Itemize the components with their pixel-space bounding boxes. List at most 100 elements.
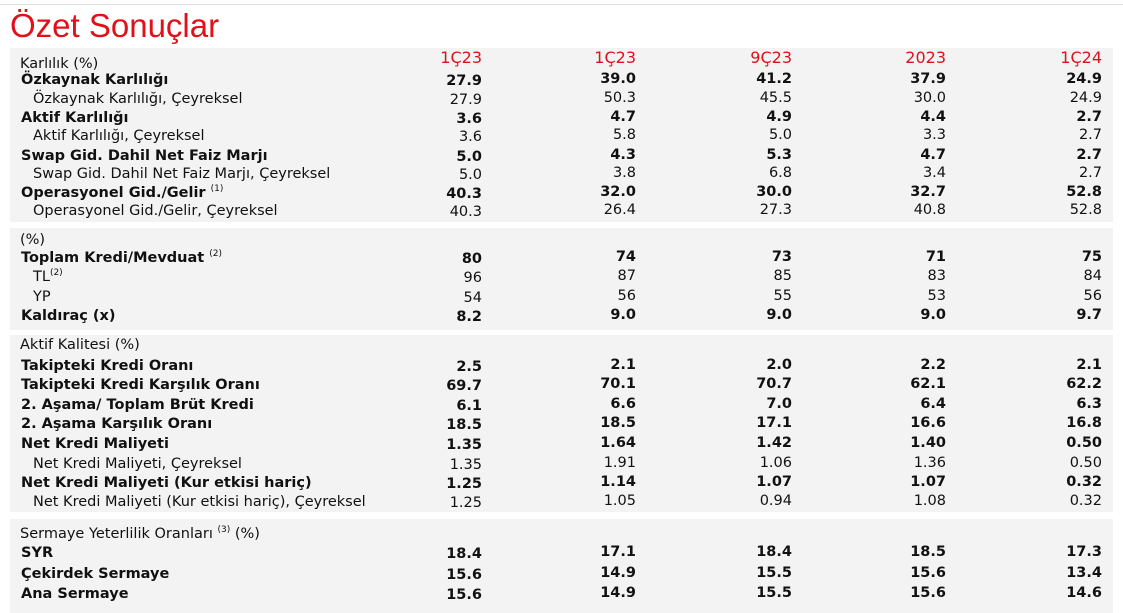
cell-value: 3.3 xyxy=(922,127,946,143)
column-header: 1Ç24 xyxy=(1060,48,1102,67)
row-label: YP xyxy=(33,288,51,306)
cell-value: 1.06 xyxy=(759,455,792,471)
cell-value: 50.3 xyxy=(603,90,636,106)
cell-value: 14.6 xyxy=(1066,585,1102,601)
cell-value: 17.3 xyxy=(1066,544,1102,560)
row-label: Kaldıraç (x) xyxy=(21,307,116,325)
row-label-text: Takipteki Kredi Oranı xyxy=(21,358,194,374)
cell-value: 26.4 xyxy=(603,202,636,218)
row-label-text: Çekirdek Sermaye xyxy=(21,566,170,582)
section-header: Karlılık (%) xyxy=(20,55,98,73)
row-label: Net Kredi Maliyeti (Kur etkisi hariç), Ç… xyxy=(33,493,366,511)
row-label-text: 2. Aşama/ Toplam Brüt Kredi xyxy=(21,397,254,413)
cell-value: 87 xyxy=(617,268,636,284)
cell-value: 16.8 xyxy=(1066,415,1102,431)
cell-value: 40.3 xyxy=(449,204,482,220)
cell-value: 40.8 xyxy=(913,202,946,218)
row-label-text: SYR xyxy=(21,545,54,561)
cell-value: 4.9 xyxy=(766,109,792,125)
row-label: TL(2) xyxy=(33,268,63,286)
row-label-text: Net Kredi Maliyeti (Kur etkisi hariç) xyxy=(21,475,312,491)
row-label: 2. Aşama Karşılık Oranı xyxy=(21,415,212,433)
row-label: Swap Gid. Dahil Net Faiz Marjı xyxy=(21,147,268,165)
row-label: Aktif Karlılığı, Çeyreksel xyxy=(33,127,205,145)
cell-value: 80 xyxy=(461,251,482,267)
cell-value: 32.7 xyxy=(910,184,946,200)
cell-value: 4.4 xyxy=(920,109,946,125)
cell-value: 6.1 xyxy=(456,398,482,414)
cell-value: 69.7 xyxy=(446,378,482,394)
cell-value: 41.2 xyxy=(756,71,792,87)
cell-value: 1.35 xyxy=(449,457,482,473)
cell-value: 2.0 xyxy=(766,357,792,373)
cell-value: 45.5 xyxy=(759,90,792,106)
cell-value: 0.32 xyxy=(1069,493,1102,509)
top-rule xyxy=(0,4,1123,5)
section-background xyxy=(10,519,1113,613)
cell-value: 7.0 xyxy=(766,396,792,412)
row-label: Özkaynak Karlılığı xyxy=(21,71,168,89)
cell-value: 56 xyxy=(617,288,636,304)
cell-value: 39.0 xyxy=(600,71,636,87)
section-title: Aktif Kalitesi (%) xyxy=(20,337,140,353)
cell-value: 75 xyxy=(1081,249,1102,265)
row-label-text: Operasyonel Gid./Gelir, Çeyreksel xyxy=(33,203,278,219)
footnote-mark: (2) xyxy=(49,268,63,279)
cell-value: 3.6 xyxy=(456,111,482,127)
row-label-text: Aktif Karlılığı, Çeyreksel xyxy=(33,128,205,144)
row-label-text: Özkaynak Karlılığı, Çeyreksel xyxy=(33,91,243,107)
cell-value: 4.3 xyxy=(610,147,636,163)
row-label: Aktif Karlılığı xyxy=(21,109,129,127)
cell-value: 15.6 xyxy=(910,585,946,601)
cell-value: 27.3 xyxy=(759,202,792,218)
cell-value: 18.4 xyxy=(756,544,792,560)
cell-value: 9.7 xyxy=(1076,307,1102,323)
cell-value: 2.7 xyxy=(1076,109,1102,125)
row-label-text: Toplam Kredi/Mevduat xyxy=(21,250,205,266)
cell-value: 62.1 xyxy=(910,376,946,392)
cell-value: 5.0 xyxy=(458,167,482,183)
cell-value: 40.3 xyxy=(446,186,482,202)
cell-value: 14.9 xyxy=(600,565,636,581)
cell-value: 70.7 xyxy=(756,376,792,392)
cell-value: 3.4 xyxy=(922,165,946,181)
row-label-text: Kaldıraç (x) xyxy=(21,308,116,324)
cell-value: 6.3 xyxy=(1076,396,1102,412)
cell-value: 14.9 xyxy=(600,585,636,601)
cell-value: 71 xyxy=(925,249,946,265)
cell-value: 2.1 xyxy=(1076,357,1102,373)
cell-value: 1.08 xyxy=(913,493,946,509)
cell-value: 15.5 xyxy=(756,565,792,581)
section-header: (%) xyxy=(20,231,45,249)
row-label-text: Aktif Karlılığı xyxy=(21,110,129,126)
cell-value: 0.94 xyxy=(759,493,792,509)
cell-value: 1.91 xyxy=(603,455,636,471)
cell-value: 5.8 xyxy=(612,127,636,143)
row-label-text: Net Kredi Maliyeti, Çeyreksel xyxy=(33,456,242,472)
cell-value: 0.50 xyxy=(1069,455,1102,471)
row-label: SYR xyxy=(21,544,53,562)
cell-value: 1.25 xyxy=(446,476,482,492)
cell-value: 16.6 xyxy=(910,415,946,431)
cell-value: 24.9 xyxy=(1066,71,1102,87)
cell-value: 1.05 xyxy=(603,493,636,509)
row-label: Operasyonel Gid./Gelir, Çeyreksel xyxy=(33,202,278,220)
row-label: Net Kredi Maliyeti xyxy=(21,435,169,453)
cell-value: 96 xyxy=(463,270,482,286)
cell-value: 2.7 xyxy=(1076,147,1102,163)
column-header: 1Ç23 xyxy=(440,48,482,67)
section-background xyxy=(10,228,1113,330)
row-label: Operasyonel Gid./Gelir (1) xyxy=(21,184,223,202)
row-label-text: Swap Gid. Dahil Net Faiz Marjı, Çeyrekse… xyxy=(33,166,331,182)
cell-value: 54 xyxy=(463,290,482,306)
cell-value: 1.07 xyxy=(756,474,792,490)
column-header: 9Ç23 xyxy=(750,48,792,67)
cell-value: 9.0 xyxy=(766,307,792,323)
cell-value: 15.6 xyxy=(446,567,482,583)
cell-value: 1.35 xyxy=(446,437,482,453)
cell-value: 3.8 xyxy=(612,165,636,181)
row-label-text: Takipteki Kredi Karşılık Oranı xyxy=(21,377,260,393)
cell-value: 13.4 xyxy=(1066,565,1102,581)
row-label-text: 2. Aşama Karşılık Oranı xyxy=(21,416,213,432)
cell-value: 37.9 xyxy=(910,71,946,87)
